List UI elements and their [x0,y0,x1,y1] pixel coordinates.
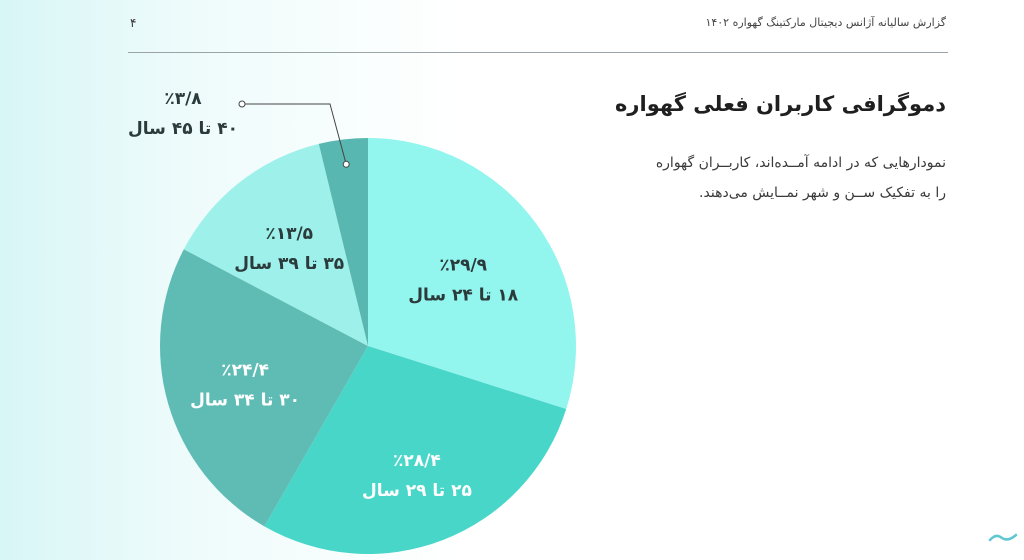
report-title: گزارش سالیانه آژانس دیجیتال مارکتینگ گهو… [705,16,946,29]
slice-value-label: ٪۲۴/۴ [221,361,269,381]
slide-heading: دموگرافی کاربران فعلی گهواره [615,92,946,116]
pie-slice [183,143,368,346]
pie-slice [318,138,368,346]
slice-category-label: ۴۰ تا ۴۵ سال [128,119,238,139]
corner-logo-icon [988,533,1018,542]
pie-slice [264,346,567,554]
leader-dot [342,160,350,168]
slice-category-label: ۲۵ تا ۲۹ سال [362,481,472,501]
slice-value-label: ٪۲۹/۹ [439,255,487,275]
header-rule [128,52,948,53]
leader-dot [238,100,246,108]
slice-category-label: ۳۰ تا ۳۴ سال [190,391,300,411]
slide-description: نمودارهایی که در ادامه آمــده‌اند، کاربـ… [655,155,946,201]
pie-slice [368,138,576,410]
page-number: ۴ [130,16,137,30]
slice-value-label: ٪۳/۸ [164,89,202,109]
slice-value-label: ٪۱۳/۵ [265,224,313,244]
leader-line [242,103,347,165]
slice-category-label: ۱۸ تا ۲۴ سال [408,285,519,305]
slice-category-label: ۳۵ تا ۳۹ سال [234,254,344,274]
pie-slice [160,249,368,527]
slice-value-label: ٪۲۸/۴ [393,451,441,471]
